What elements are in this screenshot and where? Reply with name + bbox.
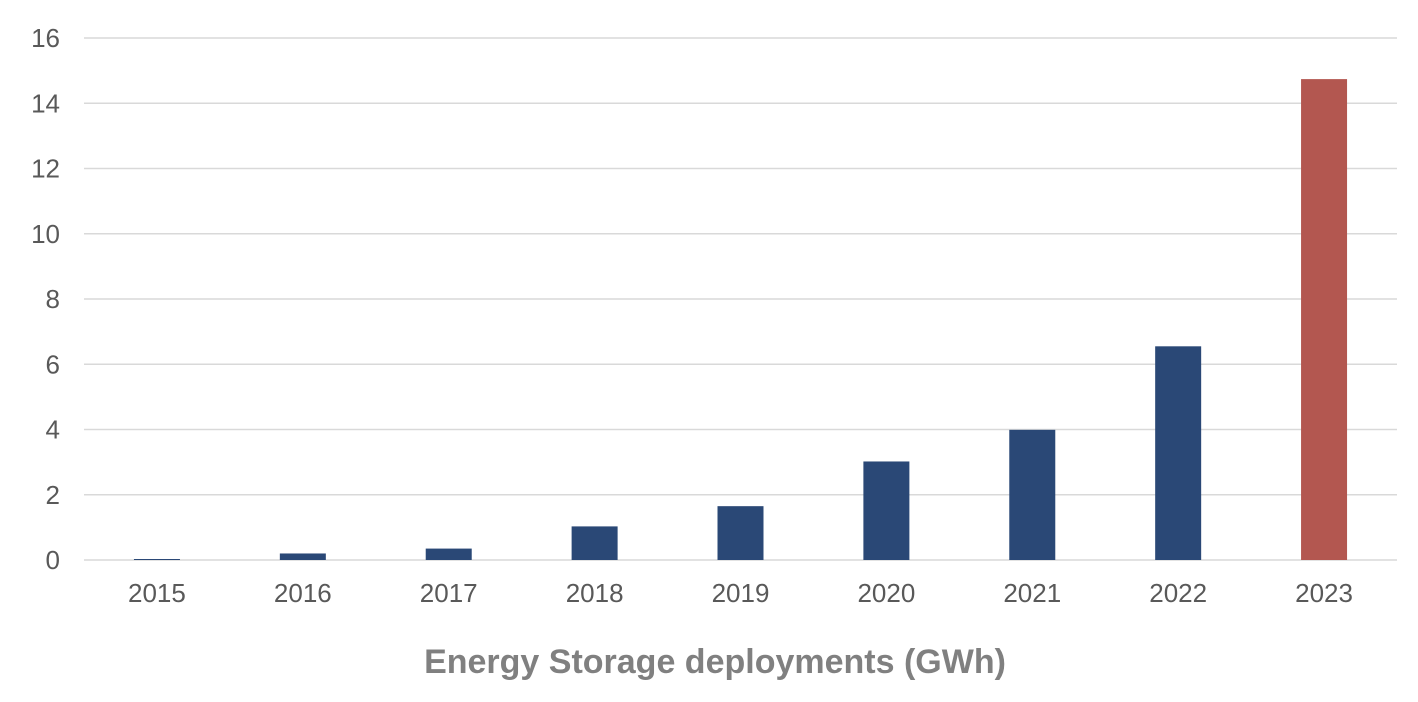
x-tick-label: 2023 [1295,578,1353,608]
x-tick-label: 2016 [274,578,332,608]
bar-2022 [1155,346,1202,560]
x-tick-label: 2018 [566,578,624,608]
x-tick-label: 2017 [420,578,478,608]
x-tick-label: 2020 [857,578,915,608]
bar-2019 [717,506,764,560]
y-tick-label: 6 [46,349,60,379]
bar-2018 [571,526,618,560]
gridlines [84,37,1397,561]
bar-2023 [1301,79,1348,561]
y-tick-label: 12 [31,154,60,184]
x-tick-label: 2021 [1003,578,1061,608]
bar-2021 [1009,429,1056,560]
y-tick-label: 8 [46,284,60,314]
y-tick-label: 2 [46,480,60,510]
y-tick-label: 0 [46,545,60,575]
bar-2020 [863,461,910,560]
y-axis-ticks: 0 2 4 6 8 10 12 14 16 [31,23,60,575]
y-tick-label: 10 [31,219,60,249]
x-tick-label: 2022 [1149,578,1207,608]
y-tick-label: 4 [46,415,60,445]
x-axis-ticks: 2015 2016 2017 2018 2019 2020 2021 2022 2023 [128,578,1353,608]
bars [133,79,1348,561]
x-tick-label: 2015 [128,578,186,608]
bar-2016 [279,553,326,560]
y-tick-label: 14 [31,88,60,118]
y-tick-label: 16 [31,23,60,53]
bar-2015 [133,559,180,560]
x-tick-label: 2019 [712,578,770,608]
bar-2017 [425,548,472,560]
x-axis-label: Energy Storage deployments (GWh) [424,643,1006,681]
